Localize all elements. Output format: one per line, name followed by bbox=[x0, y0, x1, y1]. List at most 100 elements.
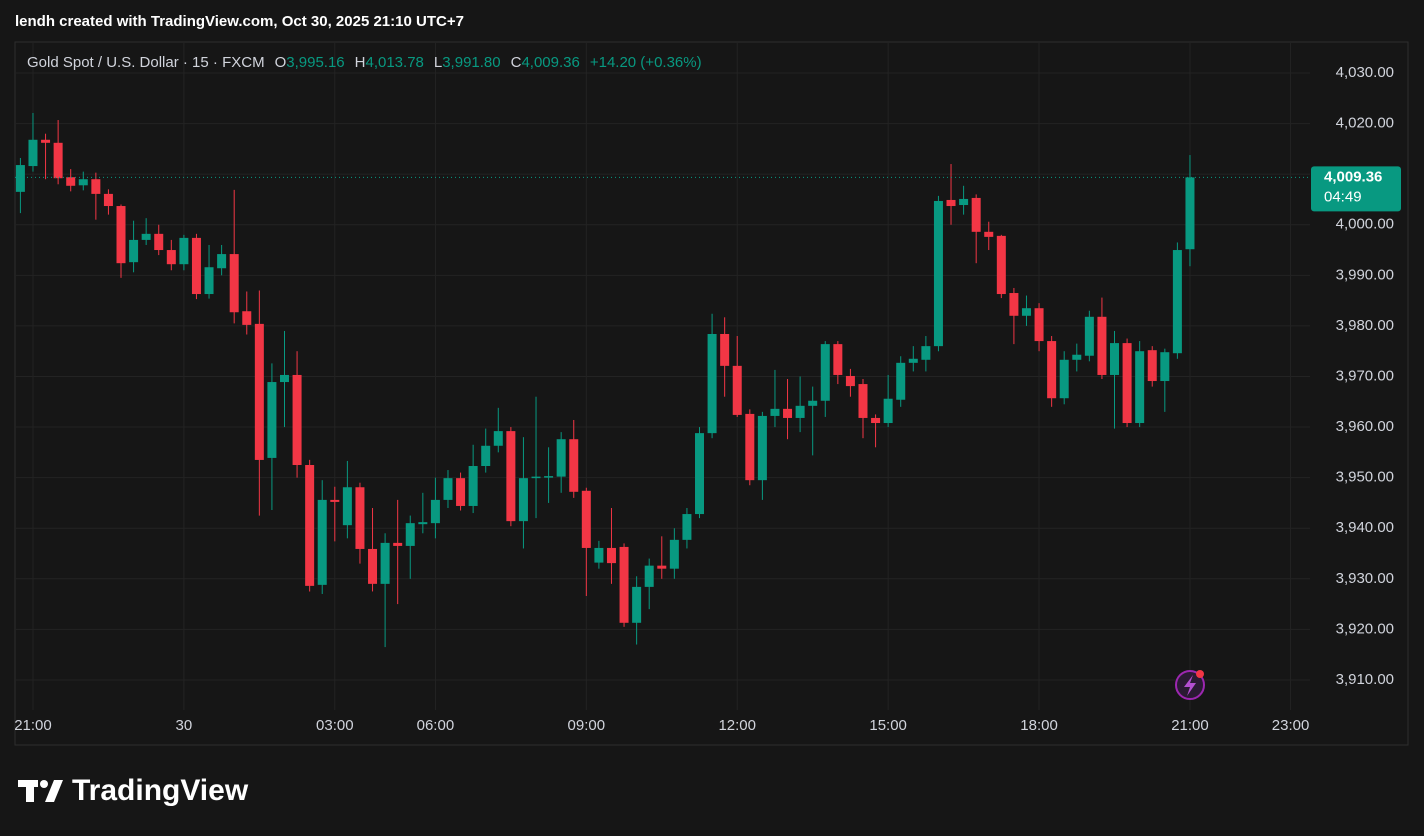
candle-body bbox=[1110, 343, 1120, 375]
low-key: L bbox=[433, 54, 443, 71]
candle-body bbox=[695, 433, 705, 515]
candle-body bbox=[393, 542, 403, 546]
candle-body bbox=[757, 415, 767, 481]
candle-body bbox=[1135, 351, 1145, 424]
candle-body bbox=[544, 476, 554, 478]
x-tick-label: 09:00 bbox=[568, 717, 606, 734]
candle-body bbox=[405, 523, 415, 546]
candle-body bbox=[217, 254, 227, 269]
candle-body bbox=[632, 586, 642, 623]
candle-body bbox=[556, 439, 566, 477]
x-tick-label: 06:00 bbox=[417, 717, 455, 734]
brand-logo bbox=[18, 780, 63, 802]
y-tick-label: 3,950.00 bbox=[1336, 469, 1394, 486]
countdown: 04:49 bbox=[1324, 188, 1362, 205]
candle-body bbox=[292, 374, 302, 465]
x-tick-label: 18:00 bbox=[1020, 717, 1058, 734]
candle-body bbox=[783, 408, 793, 418]
candle-body bbox=[770, 408, 780, 416]
chart-title: lendh created with TradingView.com, Oct … bbox=[15, 13, 464, 30]
candle-body bbox=[682, 514, 692, 540]
candle-body bbox=[468, 466, 478, 506]
candle-body bbox=[15, 165, 25, 192]
candle-body bbox=[1072, 354, 1082, 360]
x-tick-label: 23:00 bbox=[1272, 717, 1310, 734]
y-tick-label: 4,020.00 bbox=[1336, 115, 1394, 132]
change: +14.20 (+0.36%) bbox=[589, 54, 702, 71]
candle-body bbox=[833, 344, 843, 375]
candle-body bbox=[657, 565, 667, 569]
candle-body bbox=[1122, 343, 1132, 424]
candle-body bbox=[883, 398, 893, 424]
candle-body bbox=[78, 179, 88, 186]
candle-body bbox=[129, 239, 139, 263]
candle-body bbox=[456, 478, 466, 506]
open-key: O bbox=[274, 54, 287, 71]
candle-body bbox=[971, 197, 981, 232]
low-value: 3,991.80 bbox=[442, 54, 501, 71]
candle-body bbox=[330, 499, 340, 502]
candle-body bbox=[845, 375, 855, 387]
alert-icon[interactable] bbox=[1175, 670, 1205, 700]
high-value: 4,013.78 bbox=[365, 54, 424, 71]
y-tick-label: 3,990.00 bbox=[1336, 266, 1394, 283]
candle-body bbox=[984, 231, 994, 237]
candle-body bbox=[732, 365, 742, 415]
y-tick-label: 3,960.00 bbox=[1336, 418, 1394, 435]
candle-body bbox=[380, 542, 390, 584]
high-key: H bbox=[354, 54, 366, 71]
candle-body bbox=[933, 200, 943, 347]
y-tick-label: 3,910.00 bbox=[1336, 671, 1394, 688]
brand-name: TradingView bbox=[72, 774, 249, 807]
candle-body bbox=[116, 206, 126, 264]
candle-body bbox=[1034, 308, 1044, 342]
candle-body bbox=[1047, 341, 1057, 399]
candle-body bbox=[996, 235, 1006, 295]
candle-body bbox=[430, 499, 440, 524]
candle-body bbox=[28, 139, 38, 167]
candle-body bbox=[1160, 352, 1170, 382]
candle-body bbox=[1185, 177, 1195, 250]
candle-body bbox=[908, 358, 918, 363]
candle-body bbox=[368, 548, 378, 584]
candle-body bbox=[242, 311, 252, 325]
close-key: C bbox=[510, 54, 522, 71]
y-tick-label: 3,930.00 bbox=[1336, 570, 1394, 587]
last-price-label: 4,009.36 bbox=[1324, 168, 1382, 185]
candle-body bbox=[707, 333, 717, 434]
candle-body bbox=[871, 417, 881, 424]
candle-body bbox=[141, 233, 151, 240]
candle-body bbox=[858, 384, 868, 418]
candle-body bbox=[179, 237, 189, 265]
x-tick-label: 12:00 bbox=[718, 717, 756, 734]
candle-body bbox=[606, 547, 616, 564]
y-tick-label: 3,940.00 bbox=[1336, 519, 1394, 536]
x-tick-label: 15:00 bbox=[869, 717, 907, 734]
candle-body bbox=[191, 237, 201, 295]
candle-body bbox=[53, 142, 63, 179]
candle-body bbox=[254, 323, 264, 460]
legend: Gold Spot / U.S. Dollar · 15 · FXCM O 3,… bbox=[27, 54, 712, 71]
candle-body bbox=[569, 439, 579, 492]
candle-body bbox=[279, 374, 289, 383]
x-tick-label: 03:00 bbox=[316, 717, 354, 734]
candles bbox=[15, 112, 1310, 648]
candle-body bbox=[594, 547, 604, 563]
candle-body bbox=[518, 478, 528, 522]
candle-body bbox=[267, 382, 277, 458]
candle-body bbox=[1084, 316, 1094, 356]
candle-body bbox=[745, 413, 755, 481]
candle-body bbox=[619, 546, 629, 623]
last-price-box bbox=[1311, 166, 1401, 212]
symbol: Gold Spot / U.S. Dollar · 15 · FXCM bbox=[27, 54, 265, 71]
candle-body bbox=[1009, 293, 1019, 316]
y-tick-label: 4,000.00 bbox=[1336, 216, 1394, 233]
candle-body bbox=[1147, 350, 1157, 382]
candle-body bbox=[669, 539, 679, 569]
candle-body bbox=[506, 431, 516, 522]
candle-body bbox=[644, 565, 654, 587]
y-tick-label: 4,030.00 bbox=[1336, 64, 1394, 81]
candle-body bbox=[795, 405, 805, 418]
close-value: 4,009.36 bbox=[521, 54, 580, 71]
